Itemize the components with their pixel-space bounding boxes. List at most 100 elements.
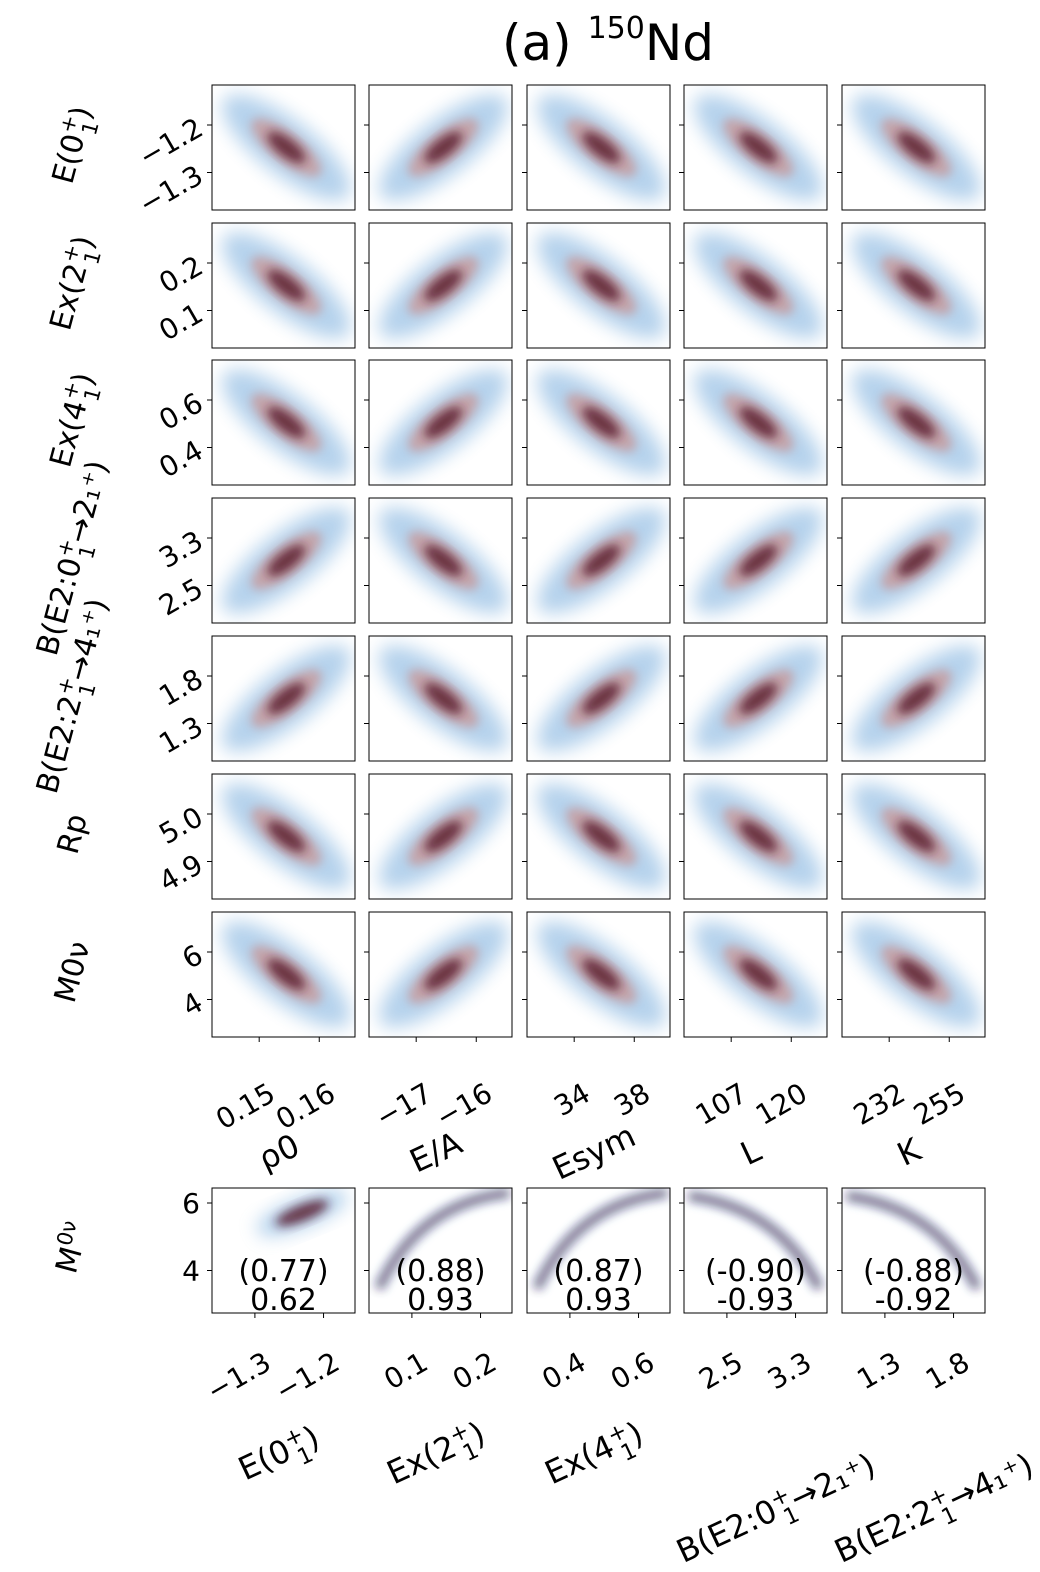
x-axis-label: E(0+1) <box>232 1416 329 1495</box>
panel-frame <box>841 497 986 624</box>
y-axis-label: E(0+1) <box>42 102 107 190</box>
density-core <box>582 269 621 302</box>
correlation-label: 0.62 <box>250 1283 317 1318</box>
panel-frame <box>841 773 986 900</box>
x-axis-label: K <box>891 1130 927 1174</box>
x-tick-label: 38 <box>608 1076 655 1122</box>
panel-r1-c1 <box>364 222 513 349</box>
density-arc-core <box>534 1190 668 1290</box>
x-tick-label: −1.3 <box>201 1345 276 1408</box>
density-core <box>897 958 936 991</box>
correlation-paren-label: (-0.90) <box>705 1254 806 1289</box>
density-core <box>267 406 306 439</box>
density-core <box>424 544 463 577</box>
y-tick-label: 1.3 <box>153 710 208 761</box>
density-core <box>582 958 621 991</box>
density-core <box>582 131 621 164</box>
y-tick-label: 1.8 <box>153 662 208 713</box>
x-tick-label: 0.1 <box>378 1345 433 1396</box>
y-tick-label: −1.3 <box>133 159 208 222</box>
panel-frame <box>368 359 513 486</box>
title-mass: 150 <box>588 11 645 46</box>
x-axis-label: Ex(4+1) <box>538 1412 652 1499</box>
density-core <box>267 820 306 853</box>
panel-r1-c2 <box>522 222 671 349</box>
panel-r4-c0 <box>207 635 356 762</box>
panel-frame <box>683 84 828 211</box>
density-core <box>267 269 306 302</box>
lower-row: (0.77)0.62−1.3−1.2E(0+1)(0.88)0.930.1 0.2… <box>45 1187 1039 1571</box>
panel-frame <box>841 1187 986 1314</box>
density-core <box>582 682 621 715</box>
density-core <box>739 820 778 853</box>
density-arc-core <box>376 1190 510 1290</box>
panel-frame <box>526 84 671 211</box>
lower-panel-0: (0.77)0.62 −1.3−1.2 E(0+1) <box>201 1187 356 1495</box>
density-core <box>897 682 936 715</box>
x-tick-label: 1.8 <box>920 1345 975 1396</box>
panel-r0-c2 <box>522 84 671 211</box>
density-core <box>739 131 778 164</box>
panel-frame <box>368 911 513 1038</box>
panel-r6-c1 <box>364 911 513 1042</box>
density-core <box>739 544 778 577</box>
panel-frame <box>211 359 356 486</box>
panel-frame <box>526 635 671 762</box>
panel-frame <box>211 1187 356 1314</box>
panel-r5-c4 <box>837 773 986 900</box>
panel-r5-c2 <box>522 773 671 900</box>
lower-panel-3: (-0.90)-0.932.5 3.3B(E2:0+1→2₁⁺) <box>671 1187 881 1571</box>
x-axis-label: L <box>735 1131 767 1173</box>
correlation-paren-label: (0.88) <box>395 1254 485 1289</box>
panel-frame <box>526 497 671 624</box>
y-axis-label: Ex(4+1) <box>40 368 109 473</box>
density-core <box>739 269 778 302</box>
lower-panel-4: (-0.88)-0.921.3 1.8B(E2:2+1→4₁⁺) <box>829 1187 1039 1571</box>
panel-frame <box>526 1187 671 1314</box>
panel-r3-c3 <box>679 497 828 624</box>
density-core <box>739 958 778 991</box>
panel-r6-c0 <box>207 911 356 1042</box>
panel-frame <box>683 1187 828 1314</box>
y-tick-label: 2.5 <box>153 572 208 623</box>
upper-grid: −1.2−1.3 E(0+1) 0.20.1 Ex(2+1) 0.60.4 Ex(4+1)… <box>30 84 986 1188</box>
x-tick-label: 0.4 <box>536 1345 591 1396</box>
correlation-paren-label: (-0.88) <box>863 1254 964 1289</box>
panel-r0-c0 <box>207 84 356 211</box>
panel-r3-c1 <box>364 497 513 624</box>
panel-frame <box>841 635 986 762</box>
density-core <box>267 131 306 164</box>
panel-frame <box>368 497 513 624</box>
y-axis-label: M0ν <box>45 1218 96 1277</box>
x-tick-label: 0.6 <box>605 1345 660 1396</box>
x-axis-label: E/A <box>404 1124 468 1181</box>
correlation-label: -0.93 <box>717 1283 795 1318</box>
panel-r4-c3 <box>679 635 828 762</box>
panel-r1-c0 <box>207 222 356 349</box>
panel-r6-c3 <box>679 911 828 1042</box>
x-tick-label: 2.5 <box>693 1345 748 1396</box>
panel-r2-c4 <box>837 359 986 486</box>
panel-frame <box>526 359 671 486</box>
density-core <box>275 1200 329 1226</box>
panel-frame <box>211 911 356 1038</box>
density-core <box>424 406 463 439</box>
y-tick-label: 0.4 <box>153 434 208 485</box>
y-tick-label: 6 <box>177 938 209 975</box>
x-tick-label: 3.3 <box>762 1345 817 1396</box>
x-tick-label: 107 <box>690 1076 753 1131</box>
panel-r5-c1 <box>364 773 513 900</box>
x-tick-label: −17 <box>370 1076 438 1134</box>
panel-frame <box>211 84 356 211</box>
title-element: Nd <box>645 14 714 72</box>
x-axis-label: Esym <box>546 1116 641 1187</box>
panel-frame <box>211 497 356 624</box>
x-tick-label: −16 <box>430 1076 498 1134</box>
y-tick-label: −1.2 <box>133 111 208 174</box>
density-core <box>424 131 463 164</box>
density-core <box>582 820 621 853</box>
panel-r5-c0 <box>207 773 356 900</box>
lower-panel-2: (0.87)0.93 0.4 0.6 Ex(4+1) <box>522 1187 671 1499</box>
panel-frame <box>368 635 513 762</box>
density-core <box>897 269 936 302</box>
